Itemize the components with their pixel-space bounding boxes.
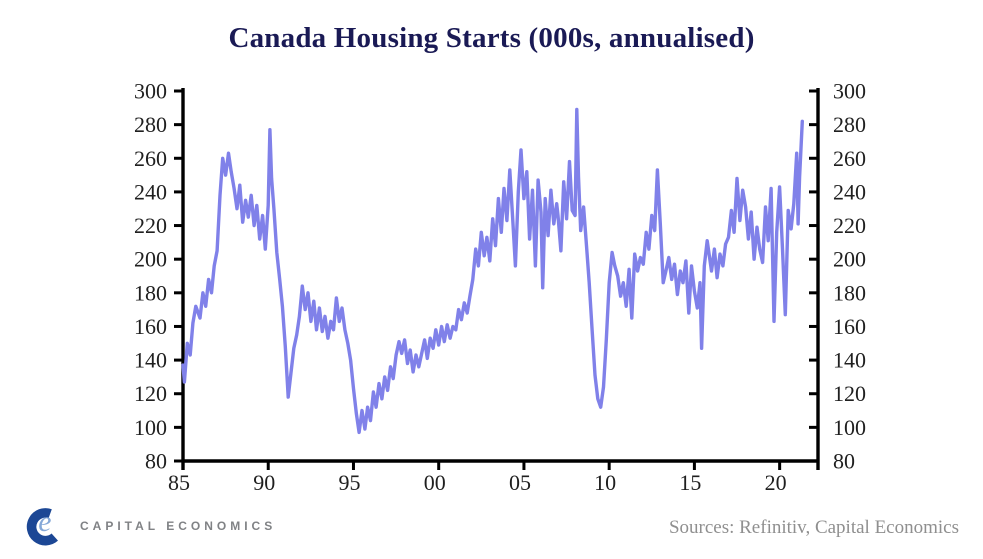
y-tick-label-left: 280 xyxy=(134,112,167,137)
x-tick-label: 05 xyxy=(509,470,531,495)
x-tick-label: 00 xyxy=(424,470,446,495)
logo-e-glyph: e xyxy=(38,506,51,538)
footer: e CAPITAL ECONOMICS Sources: Refinitiv, … xyxy=(0,497,983,559)
y-tick-label-left: 140 xyxy=(134,348,167,373)
y-tick-label-left: 240 xyxy=(134,179,167,204)
axis-spines xyxy=(181,88,820,470)
ce-logo-icon: e xyxy=(26,506,58,546)
x-tick-label: 10 xyxy=(594,470,616,495)
y-tick-label-right: 120 xyxy=(833,381,866,406)
y-tick-label-right: 260 xyxy=(833,146,866,171)
y-tick-label-left: 180 xyxy=(134,280,167,305)
y-tick-label-left: 100 xyxy=(134,415,167,440)
y-tick-label-right: 140 xyxy=(833,348,866,373)
y-tick-label-left: 160 xyxy=(134,314,167,339)
y-tick-label-left: 200 xyxy=(134,247,167,272)
x-tick-label: 90 xyxy=(253,470,275,495)
y-tick-label-left: 300 xyxy=(134,79,167,104)
y-tick-label-right: 300 xyxy=(833,79,866,104)
y-tick-label-right: 180 xyxy=(833,280,866,305)
y-tick-label-right: 200 xyxy=(833,247,866,272)
x-tick-label: 95 xyxy=(338,470,360,495)
y-tick-label-right: 80 xyxy=(833,449,855,474)
logo-c-shape xyxy=(26,508,58,546)
y-axis-left: 80 100 120 140 160 180 200 220 240 260 280 300 xyxy=(134,79,183,474)
x-axis: 85 90 95 00 05 10 15 20 xyxy=(168,461,787,495)
y-tick-label-right: 220 xyxy=(833,213,866,238)
y-tick-label-right: 280 xyxy=(833,112,866,137)
y-tick-label-left: 80 xyxy=(145,449,167,474)
x-tick-label: 85 xyxy=(168,470,190,495)
y-tick-label-left: 120 xyxy=(134,381,167,406)
housing-starts-series-line xyxy=(181,107,804,435)
chart-title: Canada Housing Starts (000s, annualised) xyxy=(228,22,755,54)
x-tick-label: 15 xyxy=(679,470,701,495)
logo-wordmark: CAPITAL ECONOMICS xyxy=(80,519,277,533)
y-tick-label-right: 160 xyxy=(833,314,866,339)
y-tick-label-left: 260 xyxy=(134,146,167,171)
y-tick-label-right: 100 xyxy=(833,415,866,440)
sources-note: Sources: Refinitiv, Capital Economics xyxy=(668,517,959,538)
y-tick-label-left: 220 xyxy=(134,213,167,238)
x-tick-label: 20 xyxy=(765,470,787,495)
y-tick-label-right: 240 xyxy=(833,179,866,204)
capital-economics-logo: e CAPITAL ECONOMICS xyxy=(22,501,276,551)
y-axis-right: 80 100 120 140 160 180 200 220 240 260 280 300 xyxy=(809,79,866,474)
